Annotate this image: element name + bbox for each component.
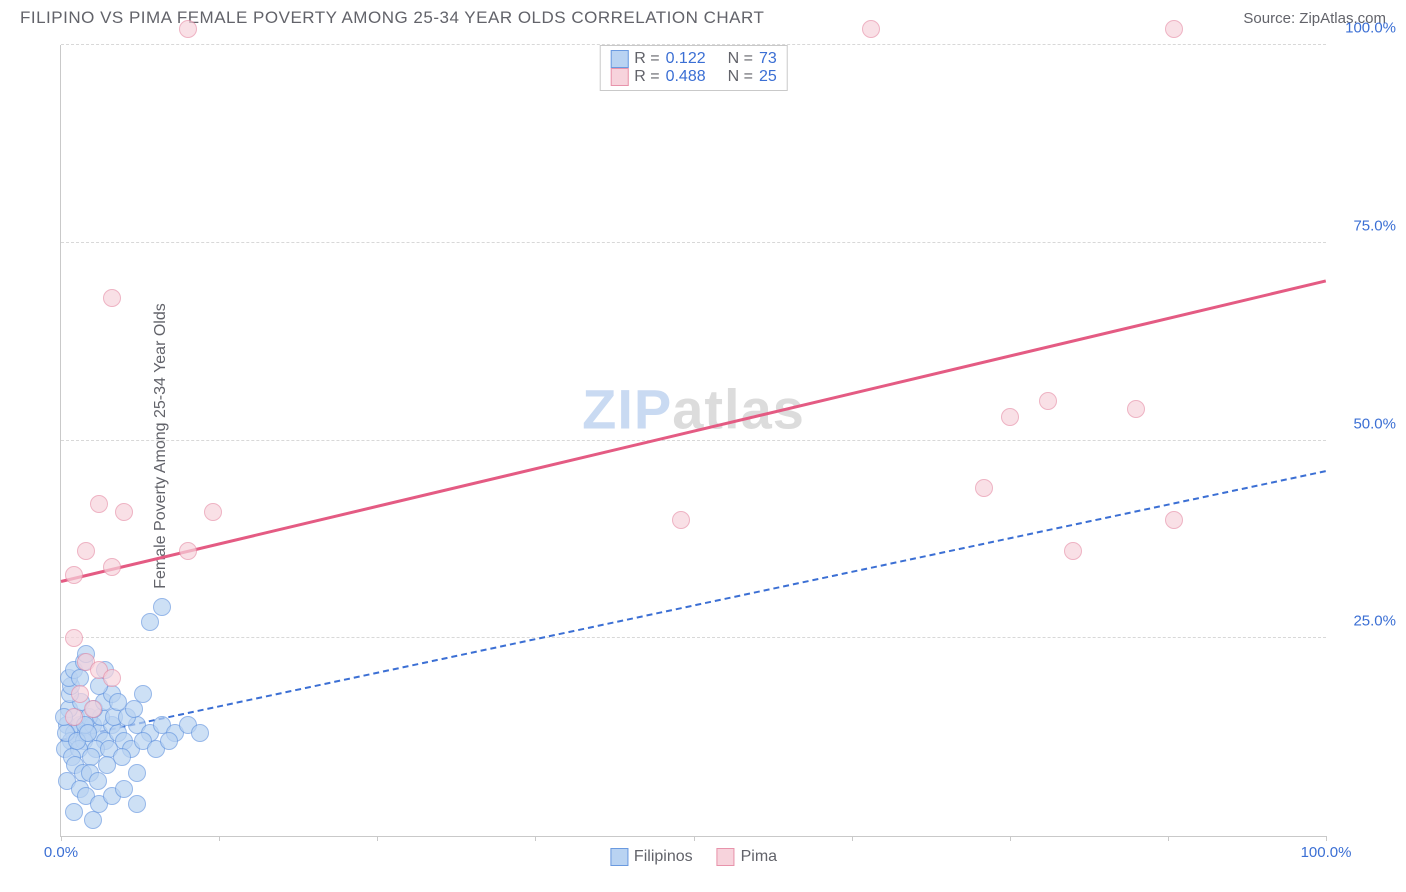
x-tick <box>1010 836 1011 841</box>
y-tick-label: 50.0% <box>1336 415 1396 432</box>
swatch-filipinos <box>610 50 628 68</box>
grid-line <box>61 242 1326 243</box>
data-point-pima <box>1165 20 1183 38</box>
y-tick-label: 75.0% <box>1336 217 1396 234</box>
data-point-pima <box>179 20 197 38</box>
x-tick <box>377 836 378 841</box>
data-point-pima <box>1064 542 1082 560</box>
data-point-filipinos <box>153 598 171 616</box>
legend-row-pima: R = 0.488 N = 25 <box>610 68 777 86</box>
swatch-pima-bottom <box>717 848 735 866</box>
swatch-filipinos-bottom <box>610 848 628 866</box>
data-point-filipinos <box>160 732 178 750</box>
data-point-pima <box>103 669 121 687</box>
correlation-legend: R = 0.122 N = 73 R = 0.488 N = 25 <box>599 45 788 91</box>
x-tick-label: 100.0% <box>1301 844 1352 861</box>
r-value-filipinos: 0.122 <box>666 50 706 68</box>
data-point-pima <box>84 700 102 718</box>
x-tick <box>61 836 62 841</box>
x-tick <box>852 836 853 841</box>
data-point-pima <box>862 20 880 38</box>
swatch-pima <box>610 68 628 86</box>
data-point-pima <box>103 558 121 576</box>
grid-line <box>61 44 1326 45</box>
data-point-pima <box>65 566 83 584</box>
data-point-filipinos <box>65 803 83 821</box>
series-legend: Filipinos Pima <box>610 848 777 866</box>
y-tick-label: 100.0% <box>1336 20 1396 37</box>
chart-title: FILIPINO VS PIMA FEMALE POVERTY AMONG 25… <box>20 8 764 28</box>
x-tick <box>535 836 536 841</box>
data-point-pima <box>975 479 993 497</box>
data-point-pima <box>77 542 95 560</box>
trend-line <box>61 470 1326 741</box>
data-point-pima <box>103 289 121 307</box>
legend-item-pima: Pima <box>717 848 777 866</box>
grid-line <box>61 440 1326 441</box>
x-tick <box>1168 836 1169 841</box>
data-point-filipinos <box>84 811 102 829</box>
x-tick-label: 0.0% <box>44 844 78 861</box>
data-point-pima <box>1165 511 1183 529</box>
data-point-pima <box>65 629 83 647</box>
data-point-filipinos <box>134 685 152 703</box>
data-point-pima <box>1127 400 1145 418</box>
y-tick-label: 25.0% <box>1336 613 1396 630</box>
data-point-filipinos <box>141 613 159 631</box>
data-point-pima <box>179 542 197 560</box>
data-point-filipinos <box>125 700 143 718</box>
data-point-filipinos <box>128 795 146 813</box>
n-value-pima: 25 <box>759 68 777 86</box>
data-point-pima <box>1001 408 1019 426</box>
data-point-filipinos <box>89 772 107 790</box>
n-value-filipinos: 73 <box>759 50 777 68</box>
data-point-filipinos <box>98 756 116 774</box>
x-tick <box>694 836 695 841</box>
data-point-filipinos <box>115 780 133 798</box>
chart-plot-area: ZIPatlas R = 0.122 N = 73 R = 0.488 N = … <box>60 45 1326 837</box>
grid-line <box>61 637 1326 638</box>
data-point-pima <box>204 503 222 521</box>
data-point-pima <box>1039 392 1057 410</box>
data-point-filipinos <box>109 693 127 711</box>
data-point-pima <box>672 511 690 529</box>
data-point-pima <box>115 503 133 521</box>
chart-header: FILIPINO VS PIMA FEMALE POVERTY AMONG 25… <box>0 0 1406 32</box>
legend-item-filipinos: Filipinos <box>610 848 693 866</box>
data-point-filipinos <box>191 724 209 742</box>
data-point-pima <box>71 685 89 703</box>
trend-line <box>61 279 1327 582</box>
data-point-pima <box>65 708 83 726</box>
x-tick <box>1326 836 1327 841</box>
data-point-filipinos <box>79 724 97 742</box>
data-point-filipinos <box>128 764 146 782</box>
r-value-pima: 0.488 <box>666 68 706 86</box>
x-tick <box>219 836 220 841</box>
data-point-pima <box>90 495 108 513</box>
legend-row-filipinos: R = 0.122 N = 73 <box>610 50 777 68</box>
